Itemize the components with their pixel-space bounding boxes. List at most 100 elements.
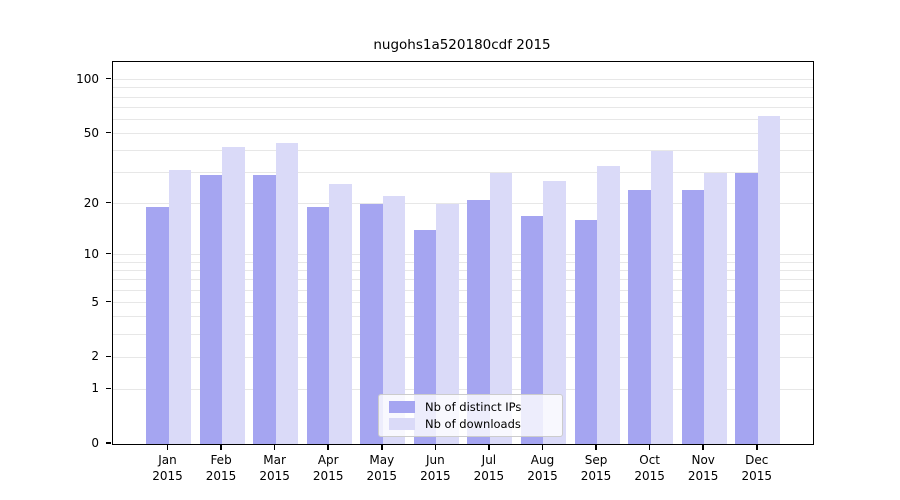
bar-feb-downloads (222, 147, 245, 444)
gridline-50 (113, 133, 813, 135)
gridline-70 (113, 106, 813, 108)
bar-apr-distinct-ips (306, 207, 330, 444)
y-tick-label-1: 1 (91, 381, 99, 396)
gridline-2 (113, 356, 813, 358)
y-tick-label-100: 100 (76, 71, 99, 86)
bar-apr-downloads (329, 183, 352, 444)
gridline-7 (113, 279, 813, 281)
bar-may-distinct-ips (360, 203, 383, 444)
gridline-1 (113, 388, 813, 390)
gridline-60 (113, 118, 813, 120)
y-tick-0 (105, 442, 111, 444)
bar-mar-downloads (275, 143, 299, 444)
y-tick-100 (105, 77, 111, 80)
bar-jan-downloads (168, 170, 191, 444)
x-tick-may (381, 444, 383, 450)
y-tick-label-0: 0 (91, 436, 99, 450)
y-tick-5 (105, 300, 111, 303)
gridline-6 (113, 289, 813, 291)
x-tick-label-nov: Nov 2015 (673, 452, 733, 484)
bar-jun-distinct-ips (413, 230, 437, 444)
legend-swatch-distinct-ips (389, 401, 415, 413)
x-tick-year-dec: 2015 (741, 469, 773, 483)
x-tick-jan (166, 444, 169, 450)
gridline-8 (113, 270, 813, 272)
x-tick-year-nov: 2015 (687, 469, 719, 483)
bar-jul-downloads (489, 172, 513, 444)
legend-label-downloads: Nb of downloads (425, 417, 521, 431)
x-tick-label-jul: Jul 2015 (459, 452, 519, 484)
gridline-4 (113, 316, 813, 318)
bar-jun-downloads (436, 203, 459, 444)
x-tick-year-jan: 2015 (152, 469, 183, 483)
gridline-3 (113, 334, 813, 336)
gridline-40 (113, 150, 813, 152)
x-tick-apr (327, 444, 329, 450)
x-tick-year-sep: 2015 (580, 469, 612, 483)
x-tick-jul (488, 444, 490, 450)
x-tick-label-feb: Feb 2015 (191, 452, 251, 484)
legend-label-distinct-ips: Nb of distinct IPs (425, 400, 522, 414)
x-tick-feb (220, 444, 222, 450)
x-tick-year-may: 2015 (366, 469, 398, 483)
x-tick-label-mar: Mar 2015 (245, 452, 305, 484)
gridline-10 (113, 254, 813, 256)
bar-jul-distinct-ips (467, 199, 490, 444)
x-tick-aug (541, 444, 544, 450)
legend-row-distinct-ips: Nb of distinct IPs (389, 400, 554, 414)
legend-swatch-downloads (389, 418, 415, 430)
y-tick-1 (105, 387, 111, 390)
gridline-30 (113, 172, 813, 174)
x-tick-nov (702, 444, 704, 450)
chart-title: nugohs1a520180cdf 2015 (373, 37, 551, 53)
y-tick-50 (105, 131, 111, 134)
x-tick-mar (273, 444, 276, 450)
bar-may-downloads (382, 196, 406, 444)
bar-sep-downloads (597, 165, 620, 444)
legend: Nb of distinct IPs Nb of downloads (378, 394, 563, 437)
x-tick-year-feb: 2015 (205, 469, 237, 483)
y-tick-label-5: 5 (91, 294, 99, 309)
x-tick-oct (648, 444, 651, 450)
x-tick-sep (595, 444, 597, 450)
x-tick-dec (756, 444, 758, 450)
bar-aug-downloads (543, 180, 566, 444)
bar-oct-distinct-ips (628, 189, 651, 444)
x-tick-label-jun: Jun 2015 (405, 452, 465, 484)
x-tick-year-mar: 2015 (259, 469, 290, 483)
bar-sep-distinct-ips (574, 220, 598, 444)
x-tick-jun (434, 444, 437, 450)
legend-row-downloads: Nb of downloads (389, 417, 554, 431)
x-tick-year-jun: 2015 (420, 469, 451, 483)
bar-nov-downloads (704, 172, 727, 444)
x-tick-year-jul: 2015 (473, 469, 505, 483)
y-tick-10 (105, 252, 111, 255)
gridline-9 (113, 261, 813, 263)
bar-jan-distinct-ips (146, 207, 169, 444)
gridline-5 (113, 302, 813, 304)
bar-nov-distinct-ips (681, 189, 705, 444)
x-tick-label-jan: Jan 2015 (138, 452, 198, 484)
bar-feb-distinct-ips (199, 175, 223, 444)
x-tick-year-aug: 2015 (527, 469, 558, 483)
y-tick-20 (105, 201, 111, 204)
gridline-20 (113, 203, 813, 205)
gridline-90 (113, 87, 813, 89)
x-tick-label-may: May 2015 (352, 452, 412, 484)
bar-oct-downloads (650, 150, 674, 444)
y-tick-label-10: 10 (83, 246, 99, 261)
x-tick-year-oct: 2015 (634, 469, 665, 483)
gridline-80 (113, 96, 813, 98)
x-tick-label-dec: Dec 2015 (727, 452, 787, 484)
bar-dec-downloads (757, 115, 781, 444)
x-tick-label-apr: Apr 2015 (298, 452, 358, 484)
y-tick-label-2: 2 (91, 349, 99, 364)
x-tick-label-oct: Oct 2015 (620, 452, 680, 484)
x-tick-label-sep: Sep 2015 (566, 452, 626, 484)
bar-dec-distinct-ips (735, 172, 758, 444)
bar-aug-distinct-ips (520, 215, 544, 444)
bar-mar-distinct-ips (253, 175, 276, 444)
y-tick-label-50: 50 (83, 125, 99, 140)
y-tick-2 (105, 355, 111, 357)
